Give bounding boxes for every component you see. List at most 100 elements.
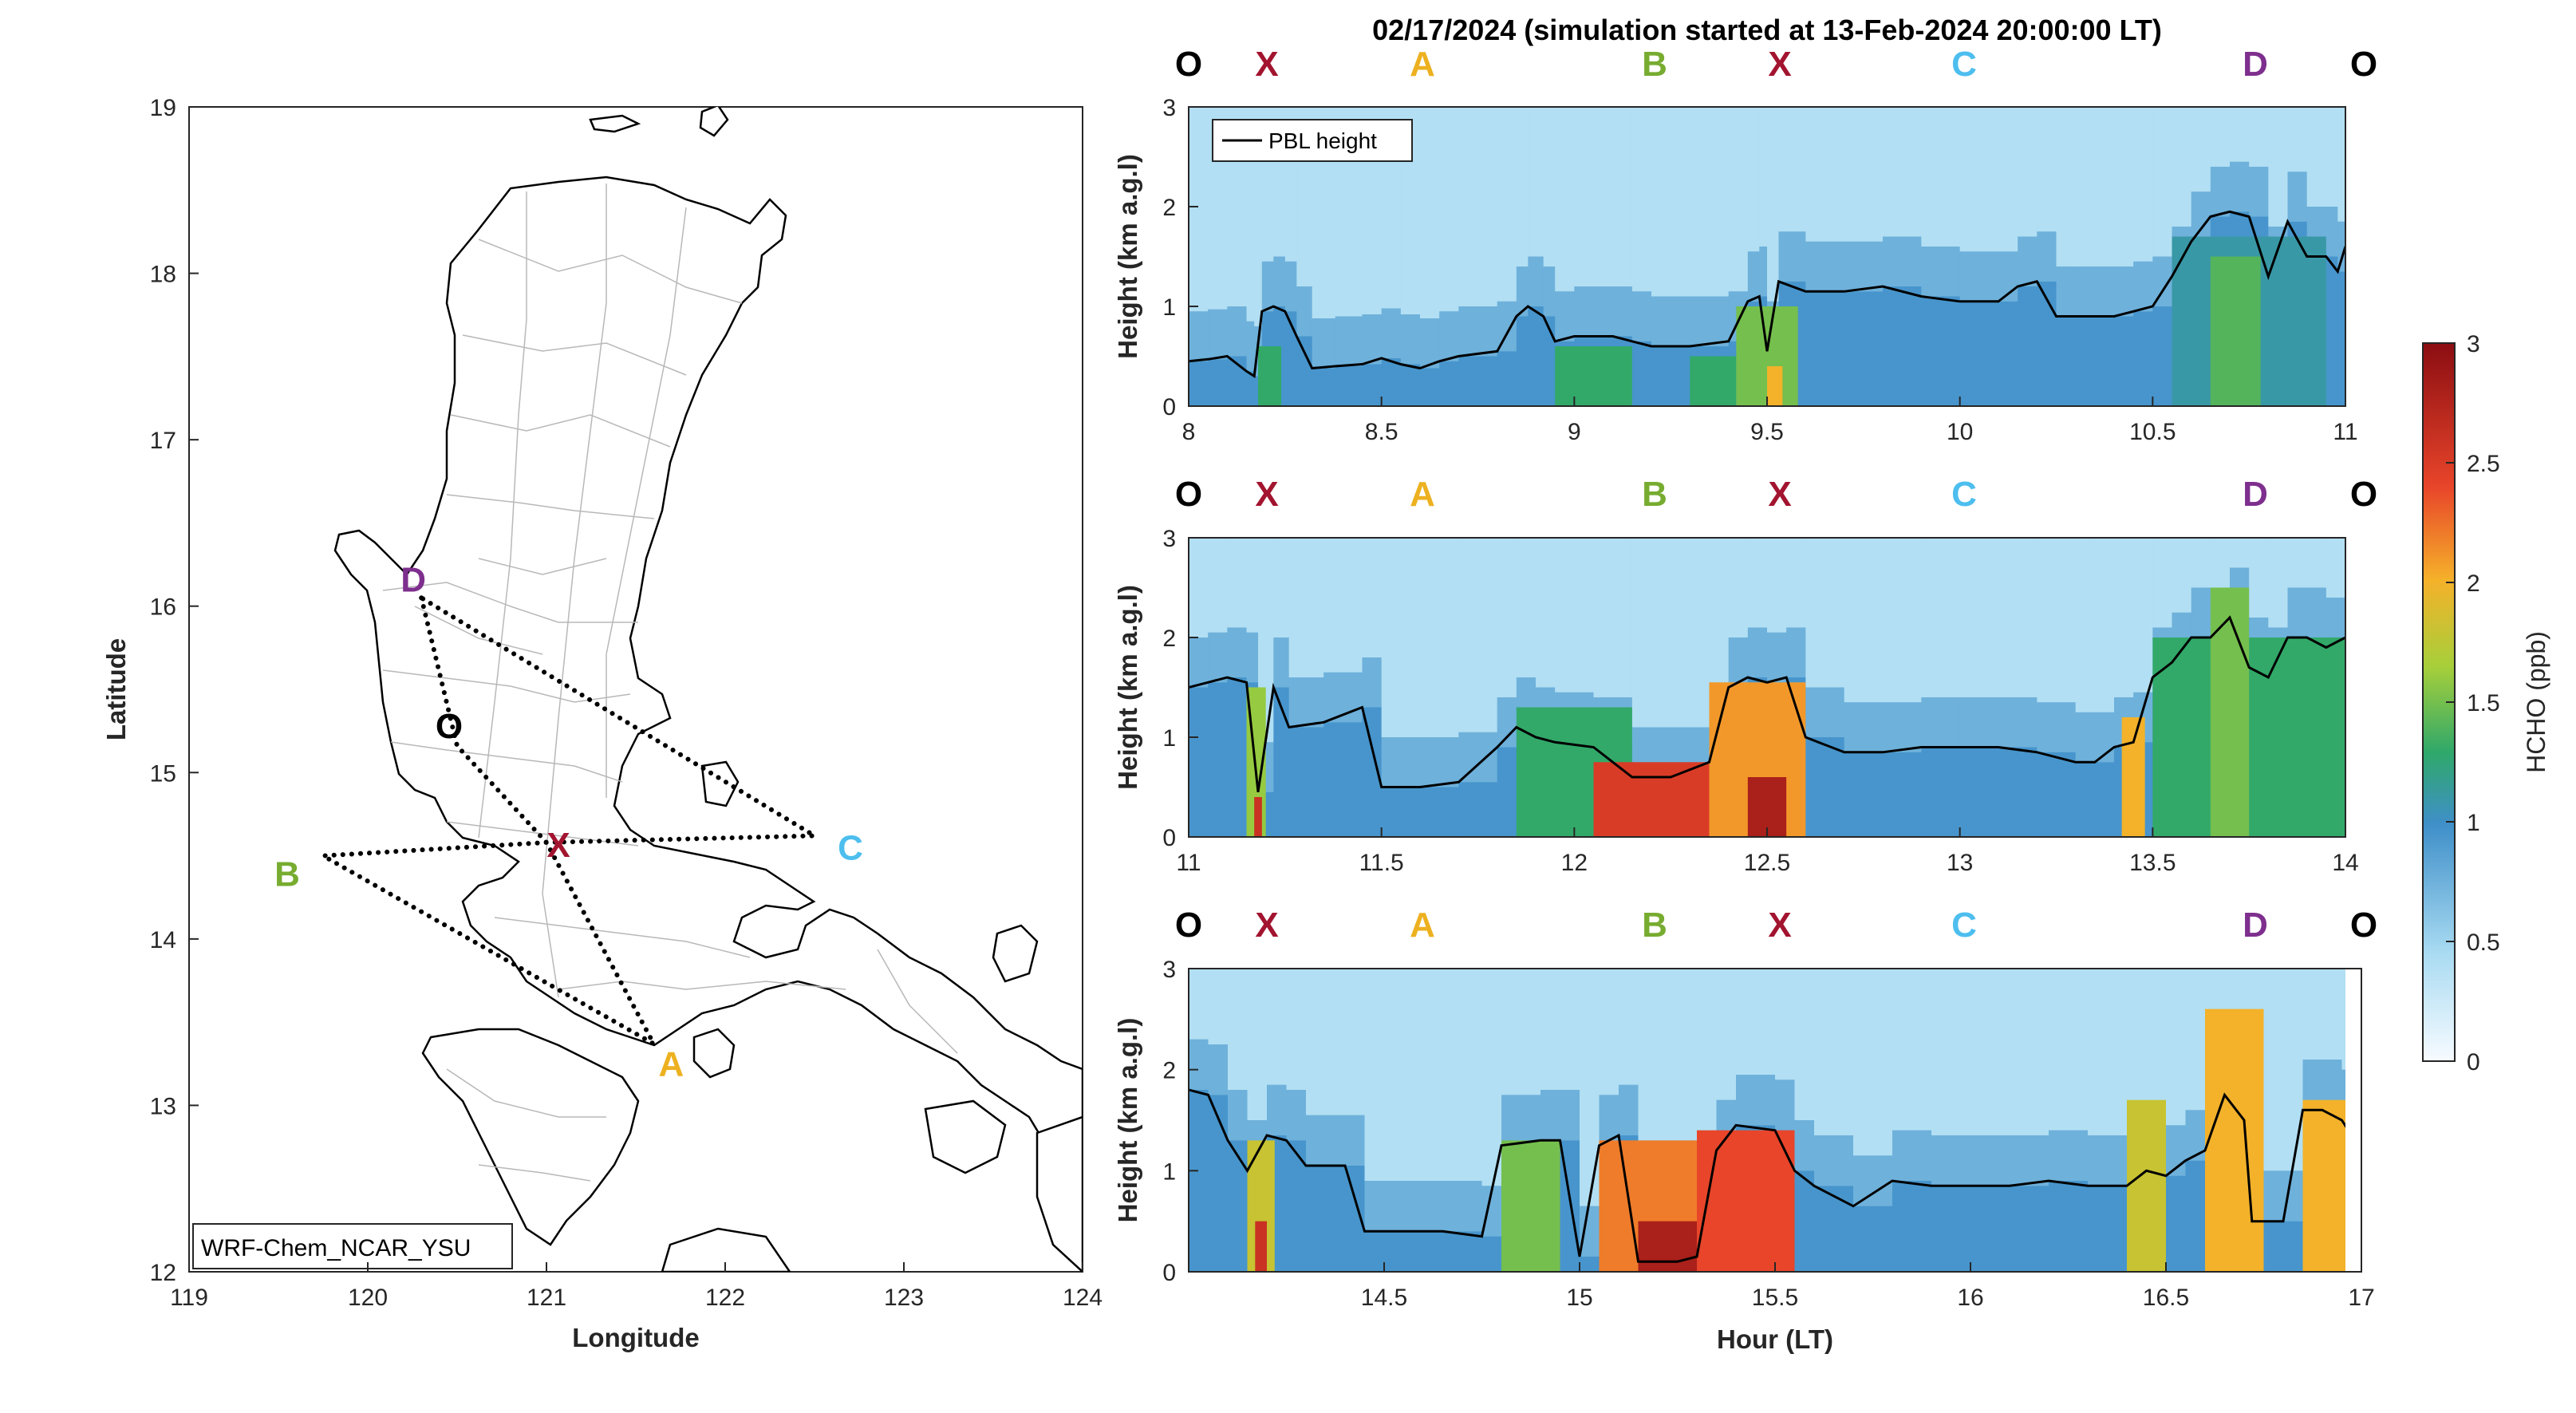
- heatmap-cell: [2172, 107, 2192, 227]
- heatmap-cell: [1543, 107, 1556, 266]
- heatmap-cell: [1555, 107, 1576, 292]
- heatmap-cell: [1420, 787, 1460, 837]
- heatmap-xlabel: Hour (LT): [1717, 1324, 1833, 1354]
- heatmap-cell: [1921, 747, 1961, 837]
- heatmap-cell: [1805, 107, 1845, 242]
- heatmap-ylabel: Height (km a.g.l): [1113, 1018, 1142, 1223]
- heatmap-cell: [2326, 107, 2339, 207]
- heatmap-cell: [1580, 969, 1600, 1206]
- xtick-label: 10.5: [2129, 419, 2176, 445]
- map-point-X: X: [546, 826, 570, 865]
- heatmap-cell: [1362, 707, 1383, 837]
- heatmap-cell: [1442, 969, 1483, 1181]
- heatmap-cell: [2152, 107, 2173, 257]
- heatmap-cell: [1286, 1090, 1307, 1141]
- heatmap-cell: [2249, 107, 2270, 167]
- mindoro-landmass: [421, 1028, 640, 1246]
- heatmap-cell: [1580, 1257, 1600, 1272]
- heatmap-cell: [1189, 361, 1209, 406]
- heatmap-hotspot: [1258, 346, 1281, 406]
- heatmap-cell: [1481, 969, 1502, 1186]
- heatmap-cell: [1998, 697, 2038, 748]
- heatmap-cell: [1651, 107, 1691, 297]
- heatmap-cell: [2018, 107, 2038, 237]
- heatmap-cell: [1931, 1135, 1971, 1186]
- heatmap-cell: [1208, 309, 1229, 360]
- heatmap-ylabel: Height (km a.g.l): [1113, 585, 1142, 790]
- heatmap-cell: [1439, 311, 1460, 361]
- colorbar-label: HCHO (ppb): [2522, 631, 2550, 773]
- xtick-label: 15.5: [1752, 1285, 1798, 1311]
- heatmap-cell: [1208, 359, 1229, 406]
- heatmap-cell: [2056, 316, 2077, 406]
- heatmap-cell: [2049, 1181, 2089, 1272]
- heatmap-cell: [1296, 286, 1313, 337]
- heatmap-cell: [1814, 969, 1854, 1135]
- heatmap-cell: [1345, 1115, 1366, 1166]
- heatmap-cell: [1853, 1206, 1893, 1272]
- heatmap-cell: [1324, 538, 1363, 673]
- heatmap-cell: [1189, 107, 1209, 312]
- heatmap-cell: [1189, 637, 1209, 688]
- heatmap-cell: [1246, 538, 1259, 633]
- heatmap-cell: [2049, 969, 2089, 1131]
- heatmap-cell: [1805, 241, 1845, 292]
- heatmap-cell: [2088, 969, 2128, 1135]
- map-ytick-label: 14: [150, 927, 176, 953]
- heatmap-cell: [1998, 538, 2038, 697]
- route-marker-X: X: [1255, 45, 1278, 84]
- heatmap-cell: [2210, 107, 2231, 167]
- heatmap-cell: [1612, 107, 1633, 286]
- heatmap-cell: [2010, 1135, 2049, 1186]
- map-point-A: A: [659, 1044, 684, 1083]
- heatmap-hotspot: [1501, 1140, 1560, 1272]
- heatmap-cell: [1540, 1090, 1561, 1141]
- heatmap-cell: [1227, 677, 1248, 837]
- xtick-label: 8: [1182, 419, 1196, 445]
- heatmap-cell: [1312, 368, 1336, 406]
- xtick-label: 12: [1561, 850, 1588, 876]
- heatmap-cell: [1189, 1090, 1209, 1272]
- heatmap-cell: [1690, 296, 1730, 346]
- route-marker-C: C: [1951, 45, 1977, 84]
- heatmap-cell: [1273, 687, 1290, 837]
- heatmap-cell: [1631, 341, 1652, 406]
- heatmap-cell: [1805, 737, 1845, 837]
- map-point-B: B: [274, 855, 300, 894]
- heatmap-cell: [2306, 107, 2327, 207]
- heatmap-cell: [1246, 371, 1256, 406]
- heatmap-cell: [1844, 107, 1884, 242]
- heatmap-cell: [1284, 311, 1298, 406]
- heatmap-hotspot: [1254, 797, 1262, 837]
- heatmap-cell: [1970, 1186, 2010, 1272]
- heatmap-cell: [1555, 291, 1576, 341]
- heatmap-cell: [2075, 266, 2115, 317]
- heatmap-cell: [1228, 1090, 1249, 1141]
- heatmap-cell: [1883, 538, 1923, 703]
- heatmap-cell: [1420, 107, 1441, 318]
- heatmap-cell: [1267, 1084, 1288, 1135]
- heatmap-hotspot: [1593, 762, 1710, 837]
- heatmap-cell: [2166, 969, 2187, 1126]
- heatmap-cell: [2172, 538, 2192, 613]
- heatmap-cell: [2337, 107, 2345, 222]
- heatmap-cell: [1631, 538, 1672, 728]
- map-xlabel: Longitude: [572, 1323, 699, 1352]
- heatmap-cell: [1501, 969, 1541, 1095]
- ytick-label: 2: [1162, 1058, 1176, 1084]
- heatmap-cell: [1844, 752, 1884, 837]
- heatmap-hotspot: [2205, 1008, 2264, 1272]
- heatmap-cell: [1767, 107, 1780, 302]
- heatmap-cell: [1599, 1095, 1619, 1146]
- colorbar-tick-label: 1.5: [2467, 690, 2500, 716]
- heatmap-cell: [2075, 712, 2096, 763]
- ytick-label: 1: [1162, 1158, 1176, 1185]
- route-marker-A: A: [1410, 906, 1435, 945]
- heatmap-cell: [1381, 538, 1421, 737]
- masbate-landmass: [924, 1099, 1007, 1174]
- map-xtick-label: 120: [348, 1285, 388, 1311]
- heatmap-cell: [2268, 107, 2289, 227]
- heatmap-cell: [2287, 172, 2308, 222]
- heatmap-cell: [1306, 1115, 1346, 1166]
